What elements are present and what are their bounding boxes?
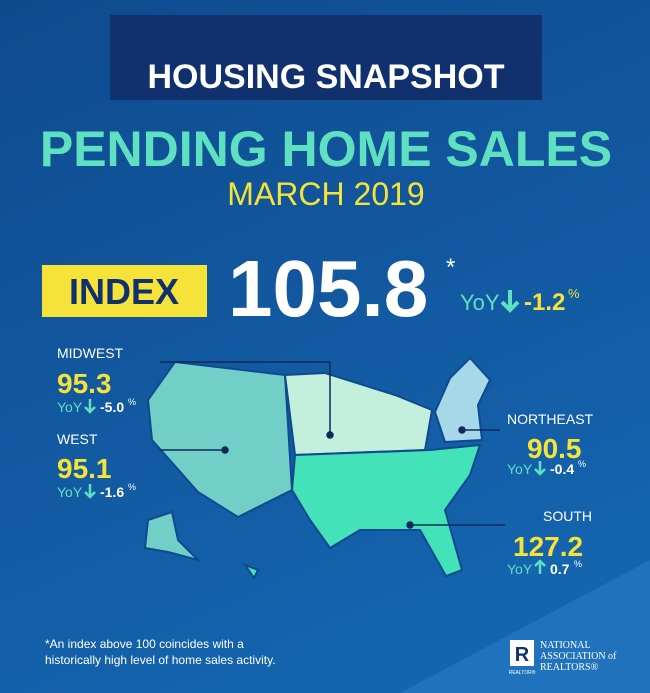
leader-dot xyxy=(406,521,414,529)
footnote-line: historically high level of home sales ac… xyxy=(45,653,276,667)
down-arrow xyxy=(84,399,96,414)
leader-line xyxy=(160,361,331,435)
region-change: -1.6 xyxy=(100,484,124,500)
up-arrow xyxy=(534,559,546,574)
index-change: -1.2 xyxy=(524,289,565,316)
south-region xyxy=(290,443,482,578)
banner-box xyxy=(110,15,542,100)
leader-dot xyxy=(326,431,334,439)
corner-accent xyxy=(400,560,650,693)
region-unit: % xyxy=(128,397,136,407)
hawaii xyxy=(242,562,260,580)
region-unit: % xyxy=(128,482,136,492)
index-asterisk: * xyxy=(446,254,455,281)
down-arrow xyxy=(534,461,546,476)
region-change: -5.0 xyxy=(100,399,124,415)
index-yoy-label: YoY xyxy=(460,290,500,315)
region-name: MIDWEST xyxy=(57,345,124,361)
down-arrow xyxy=(500,290,520,313)
region-yoy-label: YoY xyxy=(57,484,83,500)
region-value: 95.3 xyxy=(57,368,112,399)
logo-line: ASSOCIATION of xyxy=(540,651,617,662)
region-change: 0.7 xyxy=(550,561,570,577)
region-change: -0.4 xyxy=(550,461,574,477)
logo-line: NATIONAL xyxy=(540,640,591,651)
footnote-line: *An index above 100 coincides with a xyxy=(45,637,244,651)
title: PENDING HOME SALES xyxy=(40,121,612,177)
period: MARCH 2019 xyxy=(227,176,424,212)
down-arrow xyxy=(84,484,96,499)
northeast-region xyxy=(433,356,492,444)
region-unit: % xyxy=(578,459,586,469)
region-value: 90.5 xyxy=(527,433,582,464)
us-map xyxy=(143,356,492,580)
index-box xyxy=(42,265,207,317)
leader-dot xyxy=(221,446,229,454)
region-yoy-label: YoY xyxy=(507,461,533,477)
logo-mark: R xyxy=(515,644,530,666)
index-label: INDEX xyxy=(69,271,179,312)
alaska xyxy=(143,510,202,562)
index-unit: % xyxy=(568,286,580,301)
leader-dot xyxy=(458,426,466,434)
logo-box xyxy=(510,640,534,666)
logo-sub: REALTOR® xyxy=(509,669,536,676)
region-name: SOUTH xyxy=(543,508,592,524)
region-name: NORTHEAST xyxy=(507,411,594,427)
logo-line: REALTORS® xyxy=(540,662,599,673)
region-name: WEST xyxy=(57,431,98,447)
index-value: 105.8 xyxy=(228,244,428,333)
region-value: 95.1 xyxy=(57,453,112,484)
region-unit: % xyxy=(574,559,582,569)
region-yoy-label: YoY xyxy=(57,399,83,415)
west-region xyxy=(146,360,294,519)
region-value: 127.2 xyxy=(513,531,583,562)
region-yoy-label: YoY xyxy=(507,561,533,577)
banner: HOUSING SNAPSHOT xyxy=(147,58,504,96)
